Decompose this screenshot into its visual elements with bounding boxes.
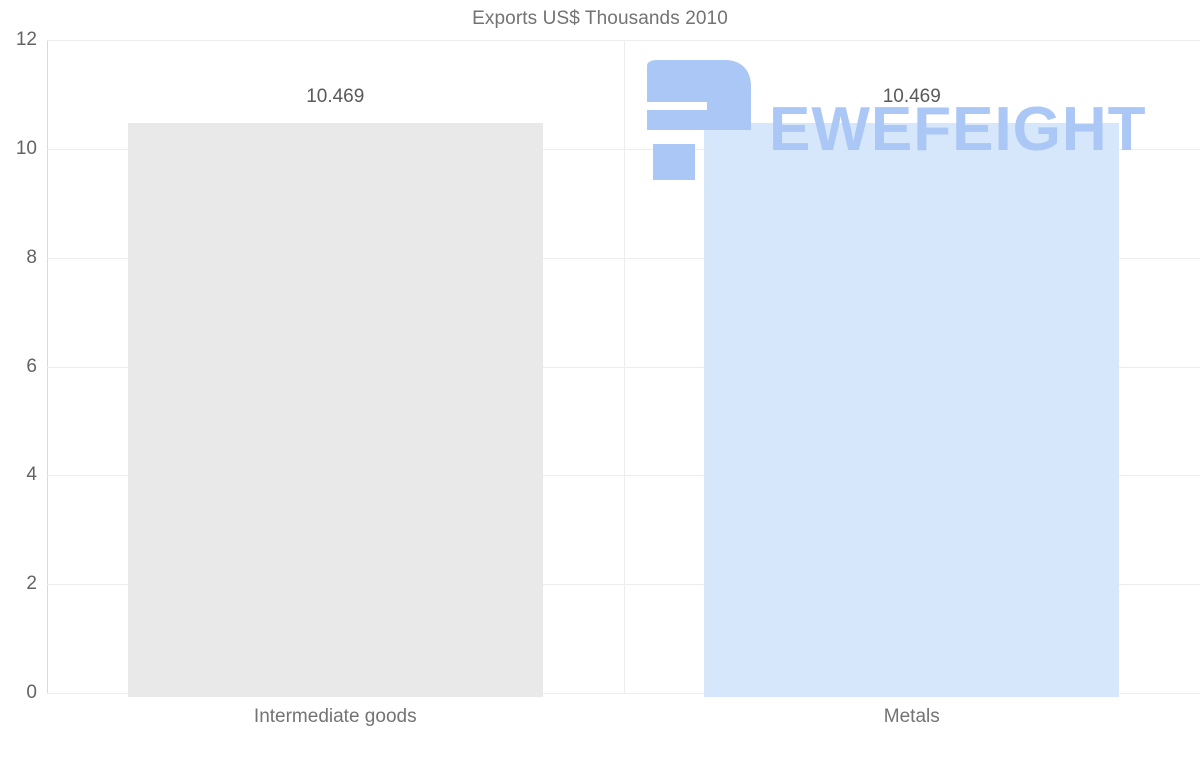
chart-title: Exports US$ Thousands 2010 bbox=[472, 8, 728, 29]
y-tick-label-8: 8 bbox=[26, 246, 37, 268]
bar-1[interactable] bbox=[704, 123, 1120, 697]
y-tick-label-2: 2 bbox=[26, 573, 37, 595]
y-tick-label-0: 0 bbox=[26, 682, 37, 703]
x-category-label-0: Intermediate goods bbox=[253, 706, 417, 727]
plot-area bbox=[47, 40, 1200, 697]
gridline-x-1 bbox=[623, 40, 625, 693]
y-tick-label-4: 4 bbox=[26, 464, 37, 486]
y-tick-label-12: 12 bbox=[15, 29, 37, 50]
gridline-y-0 bbox=[47, 693, 1200, 694]
y-tick-label-10: 10 bbox=[15, 137, 37, 159]
bar-0[interactable] bbox=[127, 123, 543, 697]
y-tick-label-6: 6 bbox=[26, 355, 37, 377]
bar-value-label-0: 10.469 bbox=[306, 86, 365, 108]
x-category-label-1: Metals bbox=[883, 706, 940, 727]
bar-value-label-1: 10.469 bbox=[882, 86, 941, 108]
